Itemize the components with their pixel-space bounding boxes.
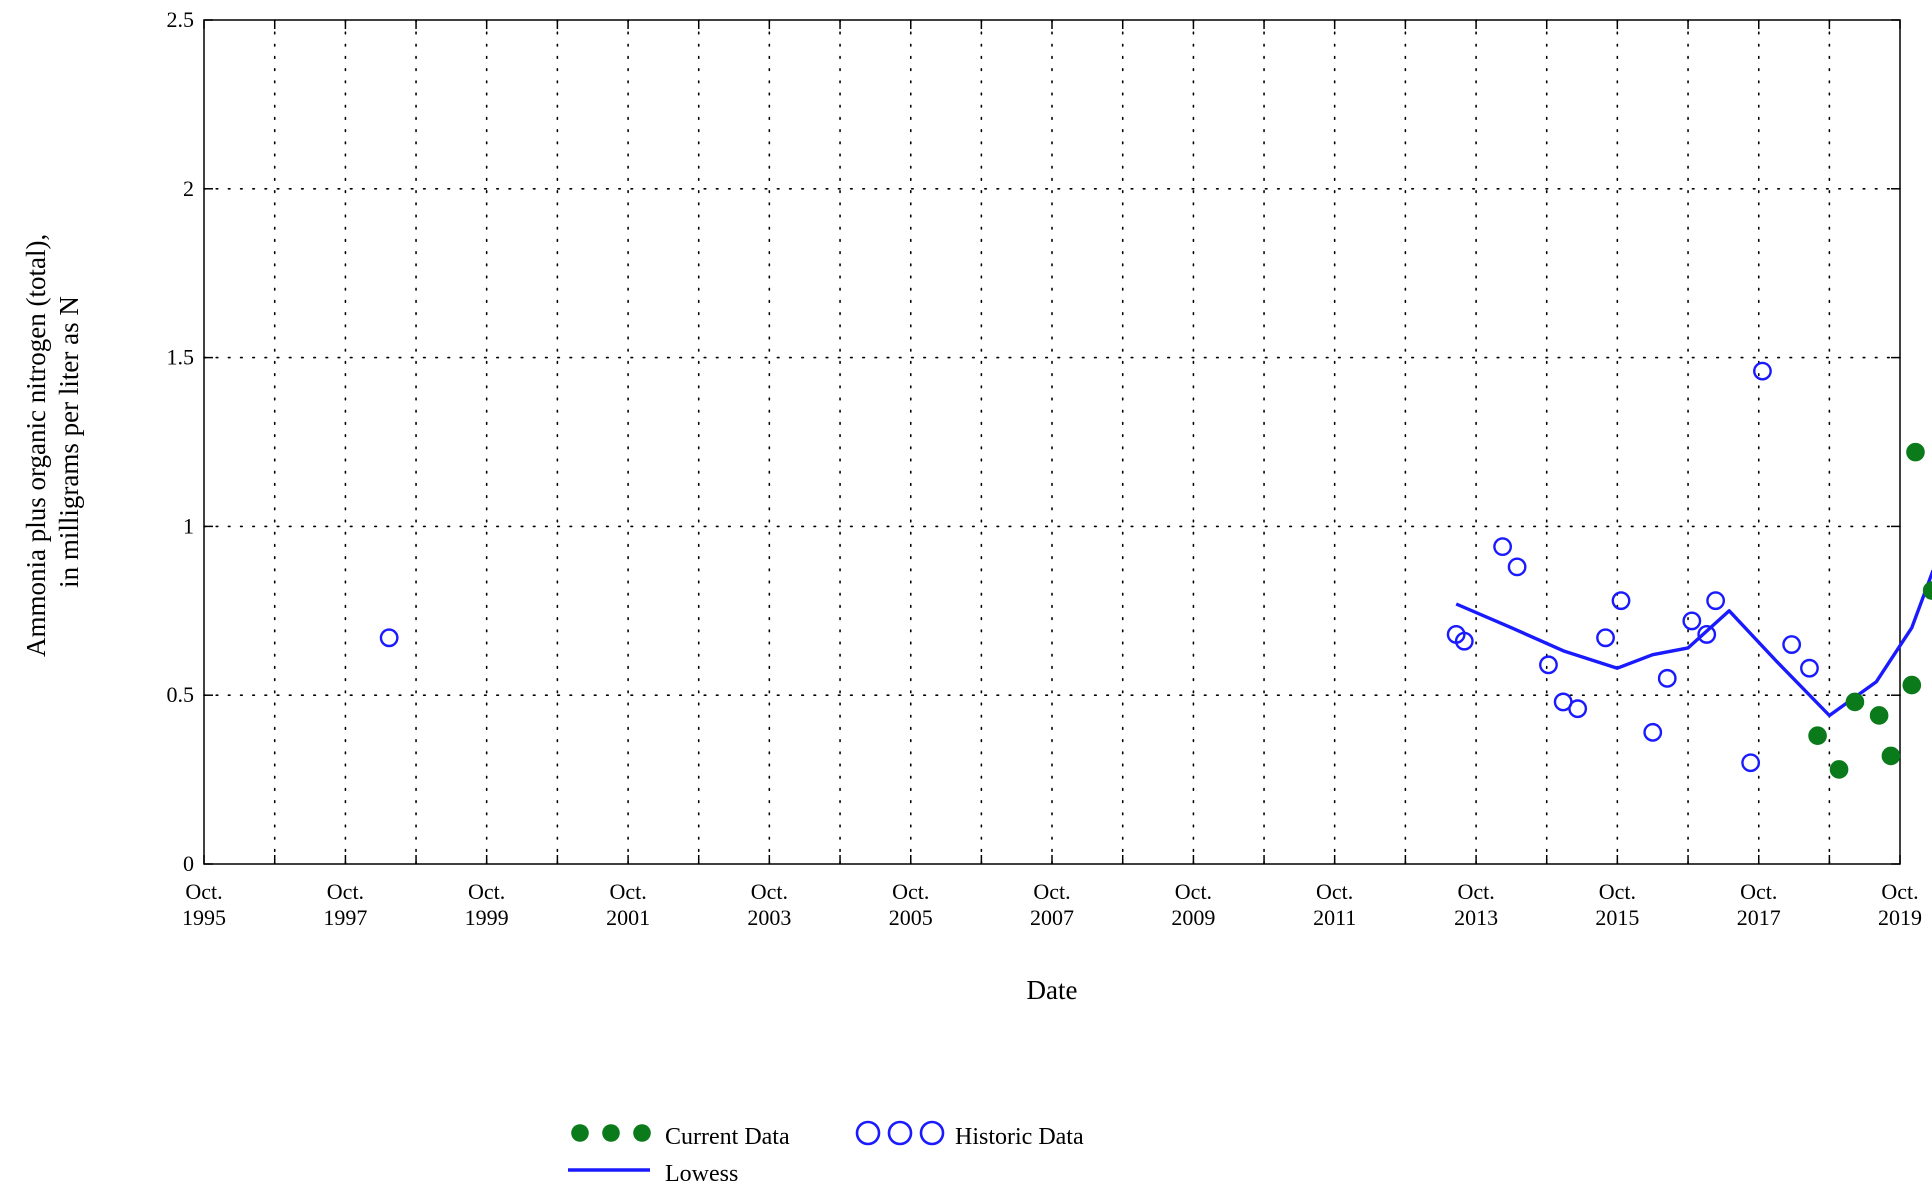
legend-current-data-label: Current Data xyxy=(665,1124,790,1150)
x-tick-label: Oct. 2003 xyxy=(747,879,791,930)
axis-ticks xyxy=(203,19,1901,865)
historic-data-point xyxy=(1568,699,1588,719)
y-axis-title: Ammonia plus organic nitrogen (total), i… xyxy=(21,227,84,657)
current-data-point xyxy=(1881,746,1901,766)
historic-data-point xyxy=(1697,625,1717,644)
historic-data-point xyxy=(1800,658,1819,678)
x-tick-labels: Oct. 1995 Oct. 1997 Oct. 1999 Oct. 2001 Oct. 2003… xyxy=(182,879,1922,930)
legend-current-data-marker xyxy=(571,1124,589,1142)
historic-data-point xyxy=(1454,631,1474,651)
x-tick-label: Oct. 2013 xyxy=(1454,879,1498,930)
legend-historic-data-swatch xyxy=(855,1120,945,1146)
x-tick-label: Oct. 1995 xyxy=(182,879,226,930)
x-tick-label: Oct. 2011 xyxy=(1313,879,1356,930)
historic-data-point xyxy=(1493,537,1513,557)
current-data-point xyxy=(1869,706,1889,725)
x-tick-label: Oct. 1999 xyxy=(465,879,509,930)
x-tick-label: Oct. 2005 xyxy=(889,879,933,930)
legend-historic-data-label: Historic Data xyxy=(955,1124,1084,1150)
current-data-point xyxy=(1808,726,1827,746)
current-data-point xyxy=(1902,675,1922,695)
historic-data-point xyxy=(1782,635,1802,654)
historic-data-point xyxy=(1753,361,1772,381)
historic-data-point xyxy=(1596,628,1615,648)
y-tick-label: 2 xyxy=(183,176,194,201)
y-tick-label: 1.5 xyxy=(167,345,195,370)
grid xyxy=(203,19,1901,865)
y-tick-label: 2.5 xyxy=(167,7,195,32)
historic-data-point xyxy=(1741,753,1761,773)
x-axis-title: Date xyxy=(1027,975,1078,1005)
y-tick-label: 0 xyxy=(183,851,194,876)
x-tick-label: Oct. 2001 xyxy=(606,879,650,930)
x-tick-label: Oct. 1997 xyxy=(323,879,367,930)
y-axis-title-line-1: Ammonia plus organic nitrogen (total), xyxy=(21,234,51,657)
legend-current-data-swatch xyxy=(571,1124,651,1142)
historic-data-point xyxy=(1539,655,1558,675)
historic-data-point xyxy=(1682,611,1702,631)
legend-current-data-marker xyxy=(633,1124,651,1142)
historic-data-point xyxy=(1507,557,1527,577)
historic-data-point xyxy=(1643,722,1663,742)
y-tick-label: 0.5 xyxy=(167,682,195,707)
y-tick-labels: 0 0.5 1 1.5 2 2.5 xyxy=(167,7,195,876)
x-tick-label: Oct. 2007 xyxy=(1030,879,1074,930)
lowess-line xyxy=(1455,569,1932,718)
historic-data-point xyxy=(1657,668,1677,688)
x-tick-label: Oct. 2019 xyxy=(1878,879,1922,930)
legend-historic-data-marker xyxy=(919,1120,945,1146)
legend: Current Data Historic Data Lowess xyxy=(568,1120,1084,1187)
legend-historic-data-marker xyxy=(855,1120,881,1146)
historic-data-point xyxy=(379,628,399,648)
x-tick-label: Oct. 2009 xyxy=(1171,879,1215,930)
y-tick-label: 1 xyxy=(183,513,194,538)
historic-data-point xyxy=(1706,591,1726,611)
legend-lowess-label: Lowess xyxy=(665,1161,738,1187)
current-data-point xyxy=(1922,581,1932,600)
legend-historic-data-marker xyxy=(887,1120,913,1146)
current-data-point xyxy=(1829,760,1849,779)
historic-data-point xyxy=(1611,591,1631,611)
series-layer xyxy=(379,361,1932,779)
current-data-point xyxy=(1906,442,1925,462)
x-tick-label: Oct. 2017 xyxy=(1737,879,1781,930)
current-data-point xyxy=(1845,692,1865,712)
x-tick-label: Oct. 2015 xyxy=(1595,879,1639,930)
y-axis-title-line-2: in milligrams per liter as N xyxy=(54,296,84,588)
legend-current-data-marker xyxy=(602,1124,620,1142)
